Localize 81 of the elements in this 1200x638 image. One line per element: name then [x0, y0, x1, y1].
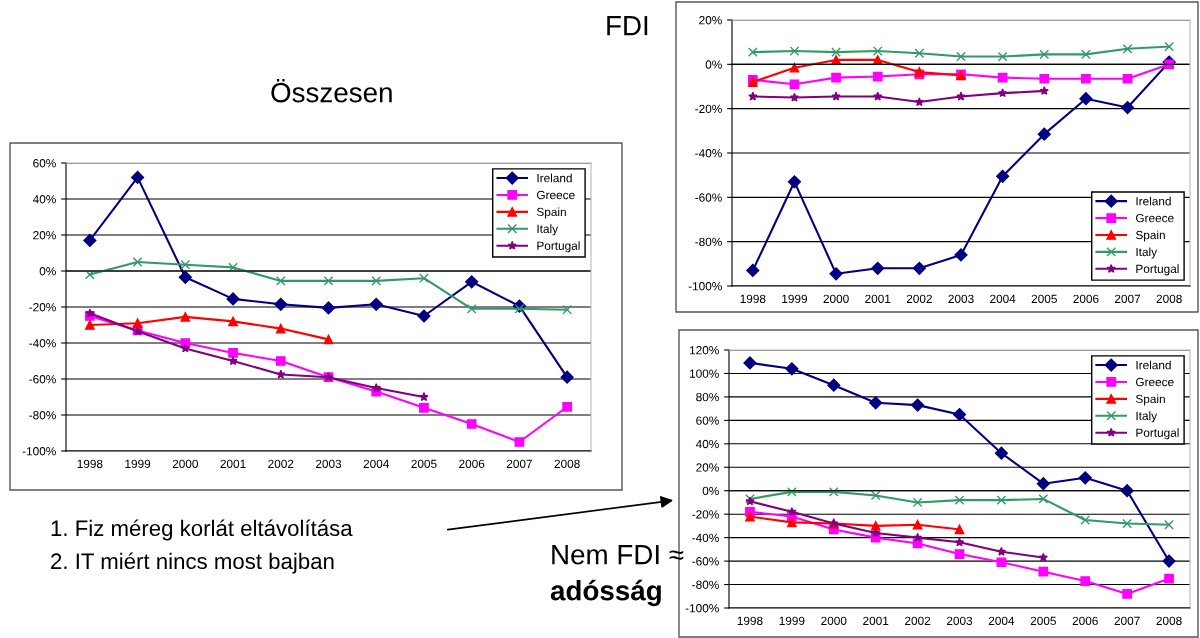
- x-tick-label: 1999: [125, 459, 151, 468]
- y-tick-label: -60%: [692, 557, 719, 566]
- text: 2. IT miért nincs most bajban: [51, 552, 334, 574]
- legend-label: Ireland: [537, 173, 572, 183]
- y-tick-label: 40%: [32, 195, 56, 204]
- text: Nem FDI ≈ adósság: [550, 545, 684, 607]
- y-tick-label: -40%: [692, 533, 719, 543]
- y-tick-label: 20%: [699, 16, 722, 25]
- y-tick-label: -40%: [695, 149, 722, 158]
- x-tick-label: 2007: [1115, 294, 1141, 303]
- y-tick-label: 20%: [33, 231, 56, 240]
- y-tick-label: -20%: [29, 303, 56, 312]
- x-tick-label: 2003: [948, 294, 974, 303]
- y-tick-label: 100%: [689, 369, 719, 378]
- legend-label: Portugal: [1136, 264, 1179, 276]
- y-tick-label: -80%: [692, 580, 719, 589]
- x-tick-label: 2008: [554, 459, 580, 468]
- y-tick-label: -80%: [29, 411, 56, 420]
- x-tick-label: 2002: [905, 616, 931, 625]
- y-tick-label: -40%: [29, 339, 56, 348]
- x-tick-label: 2002: [268, 459, 294, 468]
- x-tick-label: 2000: [172, 459, 198, 468]
- y-tick-label: -60%: [29, 375, 56, 384]
- x-tick-label: 1999: [779, 616, 805, 625]
- x-tick-label: 2005: [1030, 616, 1056, 625]
- y-tick-label: -80%: [695, 237, 722, 247]
- x-tick-label: 2008: [1156, 616, 1182, 625]
- x-tick-label: 2006: [459, 459, 485, 468]
- legend-label: Spain: [536, 207, 566, 219]
- legend-label: Italy: [1136, 411, 1158, 423]
- legend-label: Spain: [1135, 230, 1165, 242]
- x-tick-label: 2004: [363, 459, 390, 468]
- x-tick-label: 2006: [1072, 616, 1098, 625]
- legend-label: Portugal: [1136, 428, 1179, 440]
- legend-label: Greece: [537, 190, 575, 200]
- legend-label: Greece: [1136, 213, 1174, 223]
- y-tick-label: -100%: [688, 282, 722, 291]
- legend-label: Italy: [1136, 247, 1158, 259]
- y-tick-label: -20%: [695, 104, 722, 114]
- x-tick-label: 1999: [782, 294, 808, 303]
- x-tick-label: 2002: [906, 294, 932, 303]
- legend-label: Greece: [1136, 377, 1174, 387]
- x-tick-label: 2007: [506, 459, 532, 468]
- legend-label: Spain: [1135, 394, 1165, 406]
- y-tick-label: 0%: [702, 486, 719, 496]
- x-tick-label: 2000: [823, 294, 849, 303]
- y-tick-label: 120%: [689, 346, 719, 355]
- y-tick-label: 60%: [696, 416, 719, 425]
- x-tick-label: 2001: [865, 294, 891, 303]
- x-tick-label: 2008: [1156, 294, 1182, 303]
- x-tick-label: 2004: [988, 616, 1015, 625]
- x-tick-label: 2005: [411, 459, 437, 468]
- x-tick-label: 2005: [1031, 294, 1057, 303]
- x-tick-label: 2004: [990, 294, 1016, 303]
- legend-label: Italy: [537, 224, 559, 236]
- x-tick-label: 2000: [821, 616, 847, 625]
- x-tick-label: 2003: [946, 616, 973, 625]
- x-tick-label: 2001: [220, 459, 246, 468]
- x-tick-label: 2007: [1114, 616, 1140, 625]
- x-tick-label: 1998: [737, 616, 763, 625]
- y-tick-label: -100%: [685, 604, 719, 613]
- y-tick-label: -60%: [695, 193, 722, 202]
- x-tick-label: 1998: [740, 294, 766, 303]
- y-tick-label: 0%: [39, 267, 56, 276]
- y-tick-label: 20%: [696, 463, 719, 472]
- y-tick-label: 0%: [705, 60, 722, 69]
- x-tick-label: 2001: [863, 616, 889, 625]
- text: 1. Fiz méreg korlát eltávolítása: [51, 519, 353, 541]
- legend-label: Portugal: [537, 241, 580, 253]
- x-tick-label: 1998: [77, 459, 103, 468]
- x-tick-label: 2006: [1073, 294, 1099, 303]
- chart-title: FDI: [607, 16, 648, 36]
- legend-label: Ireland: [1136, 360, 1171, 370]
- chart-title: Összesen: [271, 78, 392, 103]
- y-tick-label: -20%: [692, 510, 719, 519]
- y-tick-label: -100%: [22, 447, 56, 456]
- y-tick-label: 80%: [696, 392, 719, 402]
- legend-label: Ireland: [1136, 196, 1171, 206]
- y-tick-label: 40%: [695, 439, 719, 449]
- y-tick-label: 60%: [33, 159, 56, 168]
- x-tick-label: 2003: [315, 459, 342, 468]
